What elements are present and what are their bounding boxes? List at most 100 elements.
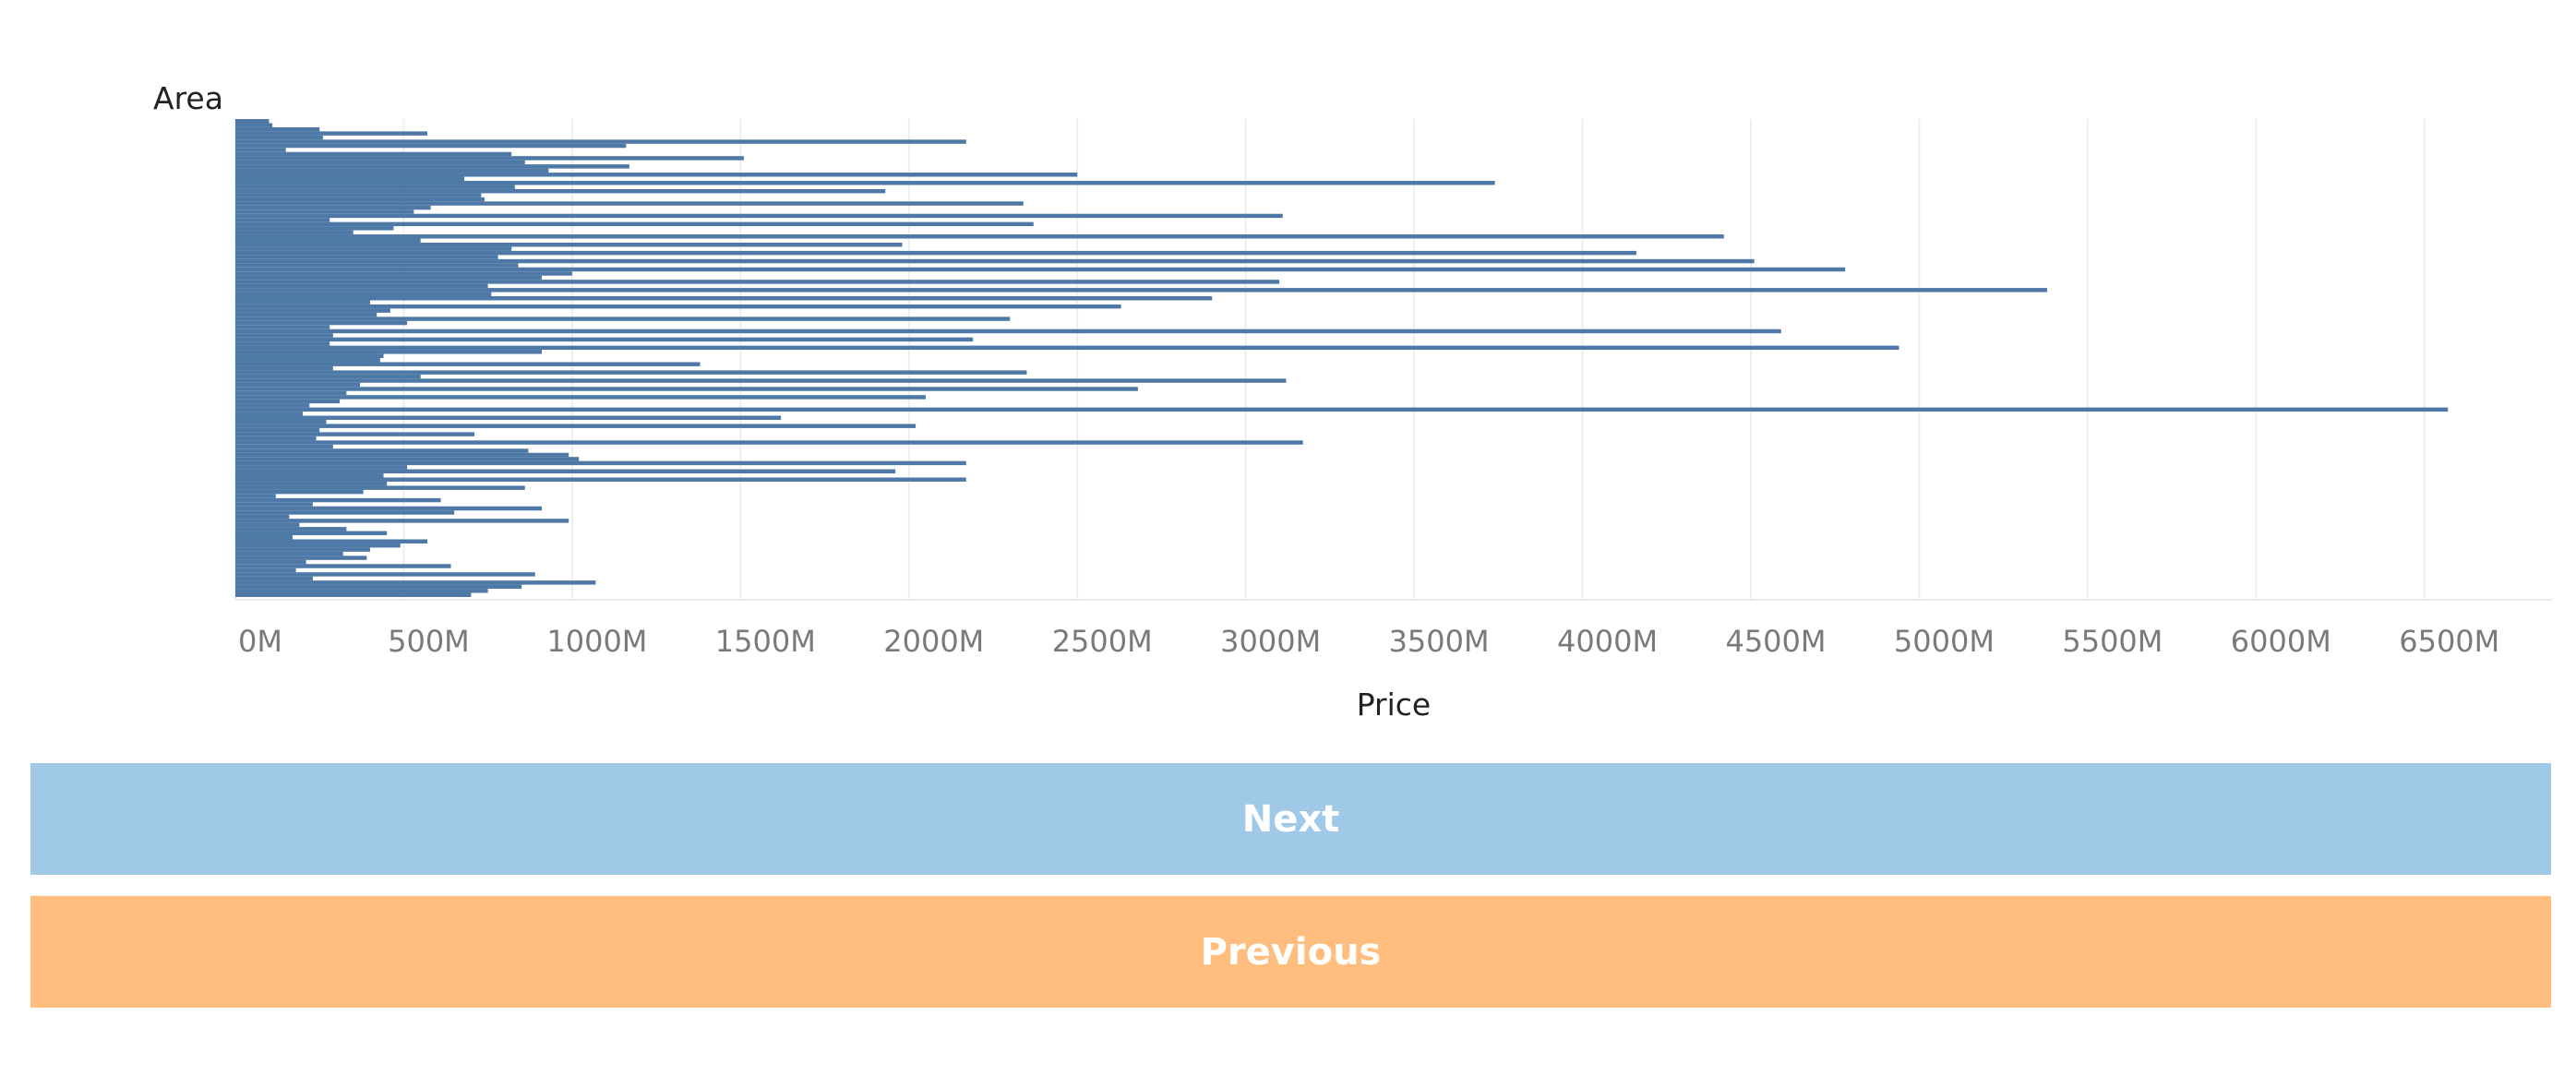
x-tick-label: 1500M <box>715 624 816 659</box>
price-bar <box>235 246 512 251</box>
price-bar <box>235 469 896 474</box>
price-bar <box>235 275 543 281</box>
x-tick-label: 3500M <box>1389 624 1490 659</box>
price-bar <box>235 320 408 326</box>
price-bar <box>235 457 580 461</box>
price-bar <box>235 148 286 152</box>
price-bar <box>235 539 427 543</box>
price-bar <box>235 440 1303 445</box>
price-bar <box>235 395 927 400</box>
price-bar <box>235 143 627 149</box>
price-bar <box>235 519 569 523</box>
price-bar <box>235 436 317 441</box>
price-bar <box>235 164 629 169</box>
price-bar <box>235 280 1280 284</box>
x-axis-title: Price <box>1357 687 1432 720</box>
price-bar <box>235 205 431 210</box>
price-bar <box>235 131 427 136</box>
price-bar <box>235 543 401 548</box>
price-bar <box>235 160 525 165</box>
price-bar <box>235 135 323 140</box>
price-bar <box>235 424 917 428</box>
price-bar <box>235 180 1495 185</box>
price-bar <box>235 308 390 313</box>
previous-button-label: Previous <box>1200 930 1382 973</box>
previous-button[interactable]: Previous <box>30 896 2551 1008</box>
price-bar <box>235 234 1724 239</box>
price-bar <box>235 399 341 404</box>
price-bar <box>235 325 330 329</box>
price-bar <box>235 592 472 597</box>
price-bar <box>235 390 347 396</box>
chart-svg: 0M 500M 1000M 1500M 2000M 2500M 3000M 3500M 4000… <box>153 80 2552 720</box>
price-bar <box>235 151 512 157</box>
price-bar <box>235 173 1078 177</box>
x-tick-label: 0M <box>238 624 282 659</box>
price-bar <box>235 465 408 470</box>
price-bar <box>235 572 535 577</box>
price-bar <box>235 370 1027 375</box>
price-bar <box>235 535 294 540</box>
y-axis-title: Area <box>153 80 223 116</box>
price-bar <box>235 365 333 371</box>
price-bar <box>235 387 1138 391</box>
x-tick-label: 6000M <box>2231 624 2331 659</box>
price-bar <box>235 358 380 363</box>
price-bar <box>235 209 414 214</box>
price-bar <box>235 242 903 247</box>
price-bar <box>235 555 367 560</box>
price-bar <box>235 317 1011 321</box>
price-bar <box>235 296 1213 301</box>
price-bar <box>235 185 515 189</box>
price-bar <box>235 427 320 433</box>
price-bar <box>235 412 303 416</box>
price-bar <box>235 489 364 495</box>
price-bar <box>235 415 782 420</box>
price-bar <box>235 218 330 222</box>
price-bar <box>235 382 361 388</box>
price-bar <box>235 283 488 289</box>
price-bar <box>235 193 482 197</box>
price-bar <box>235 407 2449 412</box>
price-bar <box>235 576 313 581</box>
gridlines <box>234 119 2426 600</box>
x-tick-label: 5500M <box>2062 624 2163 659</box>
price-bar <box>235 497 441 503</box>
price-bar <box>235 522 300 528</box>
price-bar <box>235 201 1024 206</box>
price-bar <box>235 460 966 466</box>
price-bar <box>235 267 1846 272</box>
price-bar <box>235 337 974 342</box>
price-bar <box>235 213 1283 219</box>
price-bar <box>235 168 549 173</box>
x-tick-label: 2500M <box>1052 624 1153 659</box>
price-bar <box>235 139 966 144</box>
bars <box>235 119 2449 597</box>
next-button[interactable]: Next <box>30 763 2551 875</box>
price-bar <box>235 197 485 202</box>
price-by-area-bar-chart: 0M 500M 1000M 1500M 2000M 2500M 3000M 3500M 4000… <box>153 80 2552 720</box>
price-bar <box>235 119 270 124</box>
price-bar <box>235 221 1034 227</box>
price-bar <box>235 567 296 573</box>
price-bar <box>235 226 394 231</box>
price-bar <box>235 559 306 565</box>
price-bar <box>235 378 1287 383</box>
price-bar <box>235 328 1781 334</box>
price-bar <box>235 304 1121 309</box>
price-bar <box>235 333 333 338</box>
price-bar <box>235 362 701 366</box>
price-bar <box>235 353 384 358</box>
price-bar <box>235 589 488 593</box>
x-tick-label: 3000M <box>1220 624 1321 659</box>
x-tick-label: 500M <box>388 624 470 659</box>
price-bar <box>235 156 744 161</box>
price-bar <box>235 341 330 346</box>
next-button-label: Next <box>1241 797 1340 841</box>
price-bar <box>235 258 1755 264</box>
price-bar <box>235 510 455 515</box>
price-bar <box>235 263 519 268</box>
price-bar <box>235 292 492 297</box>
price-bar <box>235 580 596 585</box>
price-bar <box>235 514 290 520</box>
